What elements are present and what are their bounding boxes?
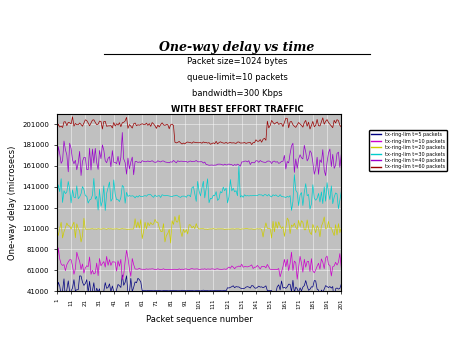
tx-ring-lim t=5 packets <box>80 280 85 284</box>
tx-ring-lim t=30 packets <box>209 197 215 201</box>
tx-ring-lim t=60 packets <box>249 142 255 147</box>
tx-ring-lim t=60 packets <box>338 125 344 129</box>
Text: WITH BEST EFFORT TRAFFIC: WITH BEST EFFORT TRAFFIC <box>171 104 303 114</box>
tx-ring-lim t=20 packets <box>175 220 181 224</box>
X-axis label: Packet sequence number: Packet sequence number <box>146 315 253 324</box>
Line: tx-ring-lim t=10 packets: tx-ring-lim t=10 packets <box>57 248 341 280</box>
tx-ring-lim t=20 packets <box>176 213 182 217</box>
tx-ring-lim t=30 packets <box>55 183 61 187</box>
Line: tx-ring-lim t=30 packets: tx-ring-lim t=30 packets <box>57 166 341 211</box>
tx-ring-lim t=60 packets <box>70 115 75 119</box>
Text: bandwidth=300 Kbps: bandwidth=300 Kbps <box>191 89 283 98</box>
tx-ring-lim t=40 packets <box>338 152 344 157</box>
tx-ring-lim t=20 packets <box>210 226 216 231</box>
tx-ring-lim t=60 packets <box>209 141 215 146</box>
tx-ring-lim t=10 packets <box>317 267 323 271</box>
tx-ring-lim t=20 packets <box>55 233 61 237</box>
tx-ring-lim t=10 packets <box>338 266 344 270</box>
Text: Packet size=1024 bytes: Packet size=1024 bytes <box>187 57 287 66</box>
tx-ring-lim t=60 packets <box>175 140 181 144</box>
tx-ring-lim t=30 packets <box>102 208 108 213</box>
Line: tx-ring-lim t=20 packets: tx-ring-lim t=20 packets <box>57 215 341 243</box>
tx-ring-lim t=30 packets <box>80 185 85 189</box>
tx-ring-lim t=5 packets <box>175 289 181 293</box>
tx-ring-lim t=40 packets <box>209 163 215 167</box>
tx-ring-lim t=5 packets <box>55 280 61 284</box>
tx-ring-lim t=30 packets <box>175 194 181 198</box>
tx-ring-lim t=20 packets <box>338 225 344 230</box>
tx-ring-lim t=10 packets <box>55 246 61 250</box>
tx-ring-lim t=10 packets <box>81 271 87 275</box>
Text: queue-limit=10 packets: queue-limit=10 packets <box>187 73 287 82</box>
Line: tx-ring-lim t=40 packets: tx-ring-lim t=40 packets <box>57 132 341 176</box>
tx-ring-lim t=40 packets <box>323 174 328 178</box>
tx-ring-lim t=60 packets <box>55 122 61 126</box>
tx-ring-lim t=10 packets <box>57 257 63 261</box>
tx-ring-lim t=40 packets <box>55 144 61 149</box>
Line: tx-ring-lim t=60 packets: tx-ring-lim t=60 packets <box>57 117 341 144</box>
tx-ring-lim t=30 packets <box>317 200 323 204</box>
tx-ring-lim t=5 packets <box>338 282 344 286</box>
tx-ring-lim t=60 packets <box>81 121 87 125</box>
tx-ring-lim t=40 packets <box>159 159 165 163</box>
tx-ring-lim t=10 packets <box>119 278 125 282</box>
tx-ring-lim t=20 packets <box>317 235 323 239</box>
tx-ring-lim t=5 packets <box>159 289 165 293</box>
tx-ring-lim t=5 packets <box>209 289 215 293</box>
tx-ring-lim t=5 packets <box>119 273 125 277</box>
tx-ring-lim t=20 packets <box>54 229 60 233</box>
Text: One-way delay vs time: One-way delay vs time <box>159 41 315 54</box>
tx-ring-lim t=60 packets <box>54 127 60 131</box>
tx-ring-lim t=40 packets <box>80 159 85 164</box>
tx-ring-lim t=10 packets <box>210 267 216 271</box>
tx-ring-lim t=30 packets <box>54 195 60 199</box>
tx-ring-lim t=40 packets <box>119 130 125 135</box>
tx-ring-lim t=10 packets <box>54 266 60 271</box>
tx-ring-lim t=10 packets <box>176 267 182 271</box>
tx-ring-lim t=60 packets <box>317 124 323 128</box>
tx-ring-lim t=30 packets <box>236 164 242 168</box>
tx-ring-lim t=40 packets <box>54 169 60 173</box>
Legend: tx-ring-lim t=5 packets, tx-ring-lim t=10 packets, tx-ring-lim t=20 packets, tx-: tx-ring-lim t=5 packets, tx-ring-lim t=1… <box>369 130 447 171</box>
tx-ring-lim t=10 packets <box>161 267 166 271</box>
tx-ring-lim t=30 packets <box>338 190 344 194</box>
tx-ring-lim t=20 packets <box>80 234 85 238</box>
Y-axis label: One-way delay (microsecs): One-way delay (microsecs) <box>8 145 17 260</box>
tx-ring-lim t=40 packets <box>316 172 321 176</box>
tx-ring-lim t=20 packets <box>158 229 164 233</box>
tx-ring-lim t=30 packets <box>159 193 165 197</box>
tx-ring-lim t=40 packets <box>175 159 181 163</box>
Line: tx-ring-lim t=5 packets: tx-ring-lim t=5 packets <box>57 275 341 302</box>
tx-ring-lim t=5 packets <box>331 300 337 305</box>
tx-ring-lim t=5 packets <box>316 288 321 292</box>
tx-ring-lim t=60 packets <box>159 121 165 125</box>
tx-ring-lim t=20 packets <box>168 241 173 245</box>
tx-ring-lim t=5 packets <box>54 291 60 295</box>
